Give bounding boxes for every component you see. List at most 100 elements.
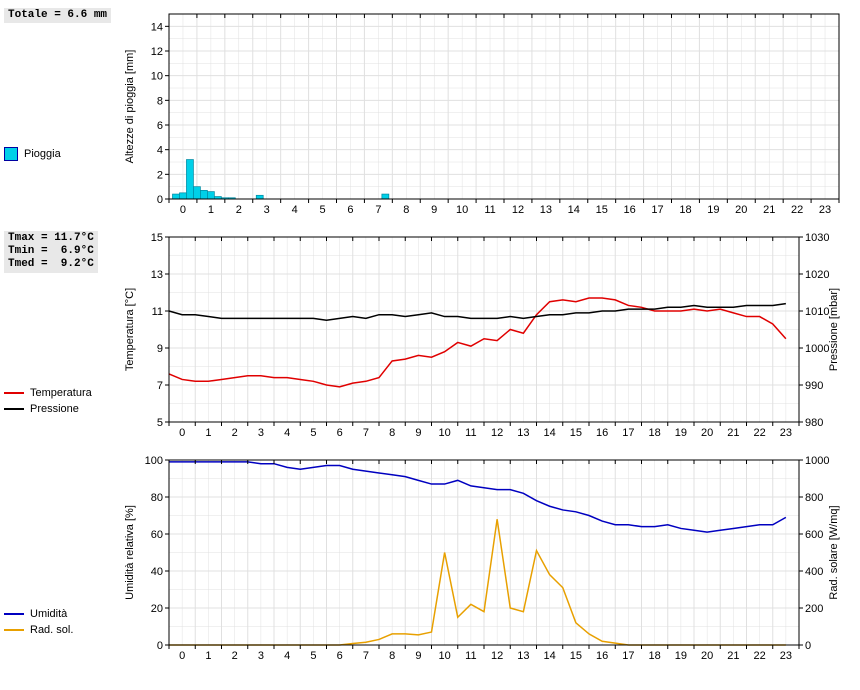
svg-text:13: 13	[540, 204, 552, 216]
svg-text:22: 22	[754, 427, 766, 439]
svg-text:13: 13	[151, 269, 163, 281]
svg-text:3: 3	[264, 204, 270, 216]
legend-label-pioggia: Pioggia	[24, 148, 61, 160]
svg-text:10: 10	[456, 204, 468, 216]
svg-text:1020: 1020	[805, 269, 829, 281]
svg-text:400: 400	[805, 566, 823, 578]
svg-text:0: 0	[805, 640, 811, 652]
svg-text:0: 0	[179, 427, 185, 439]
svg-text:200: 200	[805, 603, 823, 615]
svg-text:Pressione [mbar]: Pressione [mbar]	[828, 288, 840, 371]
svg-text:Rad. solare [W/mq]: Rad. solare [W/mq]	[828, 505, 840, 599]
pioggia-swatch	[4, 147, 18, 161]
svg-text:9: 9	[415, 650, 421, 662]
svg-text:9: 9	[157, 343, 163, 355]
svg-text:8: 8	[389, 650, 395, 662]
svg-text:0: 0	[157, 640, 163, 652]
svg-text:2: 2	[236, 204, 242, 216]
svg-text:4: 4	[284, 650, 290, 662]
svg-text:10: 10	[439, 650, 451, 662]
svg-text:19: 19	[707, 204, 719, 216]
svg-text:20: 20	[701, 427, 713, 439]
svg-text:12: 12	[512, 204, 524, 216]
svg-text:15: 15	[596, 204, 608, 216]
svg-text:16: 16	[624, 204, 636, 216]
svg-text:0: 0	[157, 194, 163, 206]
svg-text:8: 8	[157, 95, 163, 107]
svg-text:990: 990	[805, 380, 823, 392]
svg-text:19: 19	[675, 650, 687, 662]
legend-pressione: Pressione	[4, 403, 119, 415]
svg-text:1: 1	[205, 650, 211, 662]
svg-text:21: 21	[727, 427, 739, 439]
svg-text:Altezze di pioggia [mm]: Altezze di pioggia [mm]	[124, 50, 136, 164]
svg-text:17: 17	[622, 650, 634, 662]
svg-text:13: 13	[517, 427, 529, 439]
radsol-swatch	[4, 629, 24, 631]
svg-text:1010: 1010	[805, 306, 829, 318]
svg-text:23: 23	[819, 204, 831, 216]
temperatura-swatch	[4, 392, 24, 394]
svg-text:3: 3	[258, 427, 264, 439]
svg-text:1: 1	[208, 204, 214, 216]
legend-label-radsol: Rad. sol.	[30, 624, 73, 636]
legend-temperatura: Temperatura	[4, 387, 119, 399]
svg-text:Umidità relativa [%]: Umidità relativa [%]	[124, 505, 136, 600]
svg-text:22: 22	[791, 204, 803, 216]
svg-text:7: 7	[157, 380, 163, 392]
svg-text:2: 2	[232, 650, 238, 662]
svg-text:18: 18	[649, 427, 661, 439]
svg-text:Temperatura [°C]: Temperatura [°C]	[124, 288, 136, 371]
svg-text:14: 14	[151, 21, 163, 33]
svg-text:6: 6	[347, 204, 353, 216]
svg-text:9: 9	[415, 427, 421, 439]
svg-text:11: 11	[152, 306, 163, 318]
svg-text:9: 9	[431, 204, 437, 216]
svg-text:12: 12	[151, 46, 163, 58]
svg-text:11: 11	[465, 650, 476, 662]
svg-text:1000: 1000	[805, 343, 829, 355]
svg-text:14: 14	[544, 650, 556, 662]
svg-text:23: 23	[780, 427, 792, 439]
svg-text:80: 80	[151, 492, 163, 504]
svg-text:12: 12	[491, 427, 503, 439]
svg-text:7: 7	[363, 427, 369, 439]
svg-text:20: 20	[701, 650, 713, 662]
svg-text:21: 21	[727, 650, 739, 662]
svg-text:11: 11	[484, 204, 495, 216]
svg-text:8: 8	[389, 427, 395, 439]
rain-chart: 0123456789101112131415161718192021222302…	[119, 4, 849, 219]
svg-text:0: 0	[179, 650, 185, 662]
svg-text:600: 600	[805, 529, 823, 541]
svg-text:10: 10	[151, 71, 163, 83]
svg-text:6: 6	[337, 427, 343, 439]
svg-text:17: 17	[622, 427, 634, 439]
svg-text:5: 5	[319, 204, 325, 216]
svg-text:0: 0	[180, 204, 186, 216]
svg-text:11: 11	[465, 427, 476, 439]
svg-text:5: 5	[157, 417, 163, 429]
svg-text:16: 16	[596, 650, 608, 662]
svg-text:800: 800	[805, 492, 823, 504]
svg-text:1: 1	[205, 427, 211, 439]
svg-text:18: 18	[649, 650, 661, 662]
svg-text:17: 17	[651, 204, 663, 216]
svg-text:6: 6	[157, 120, 163, 132]
legend-pioggia: Pioggia	[4, 147, 119, 161]
svg-text:13: 13	[517, 650, 529, 662]
legend-umidita: Umidità	[4, 608, 119, 620]
svg-text:1000: 1000	[805, 455, 829, 467]
svg-text:12: 12	[491, 650, 503, 662]
svg-text:20: 20	[151, 603, 163, 615]
svg-text:2: 2	[157, 169, 163, 181]
svg-text:100: 100	[145, 455, 163, 467]
svg-text:15: 15	[151, 232, 163, 244]
svg-text:5: 5	[310, 427, 316, 439]
svg-text:4: 4	[284, 427, 290, 439]
svg-text:14: 14	[568, 204, 580, 216]
svg-text:21: 21	[763, 204, 775, 216]
svg-text:22: 22	[754, 650, 766, 662]
svg-text:980: 980	[805, 417, 823, 429]
rain-info-box: Totale = 6.6 mm	[4, 8, 111, 23]
pressione-swatch	[4, 408, 24, 410]
